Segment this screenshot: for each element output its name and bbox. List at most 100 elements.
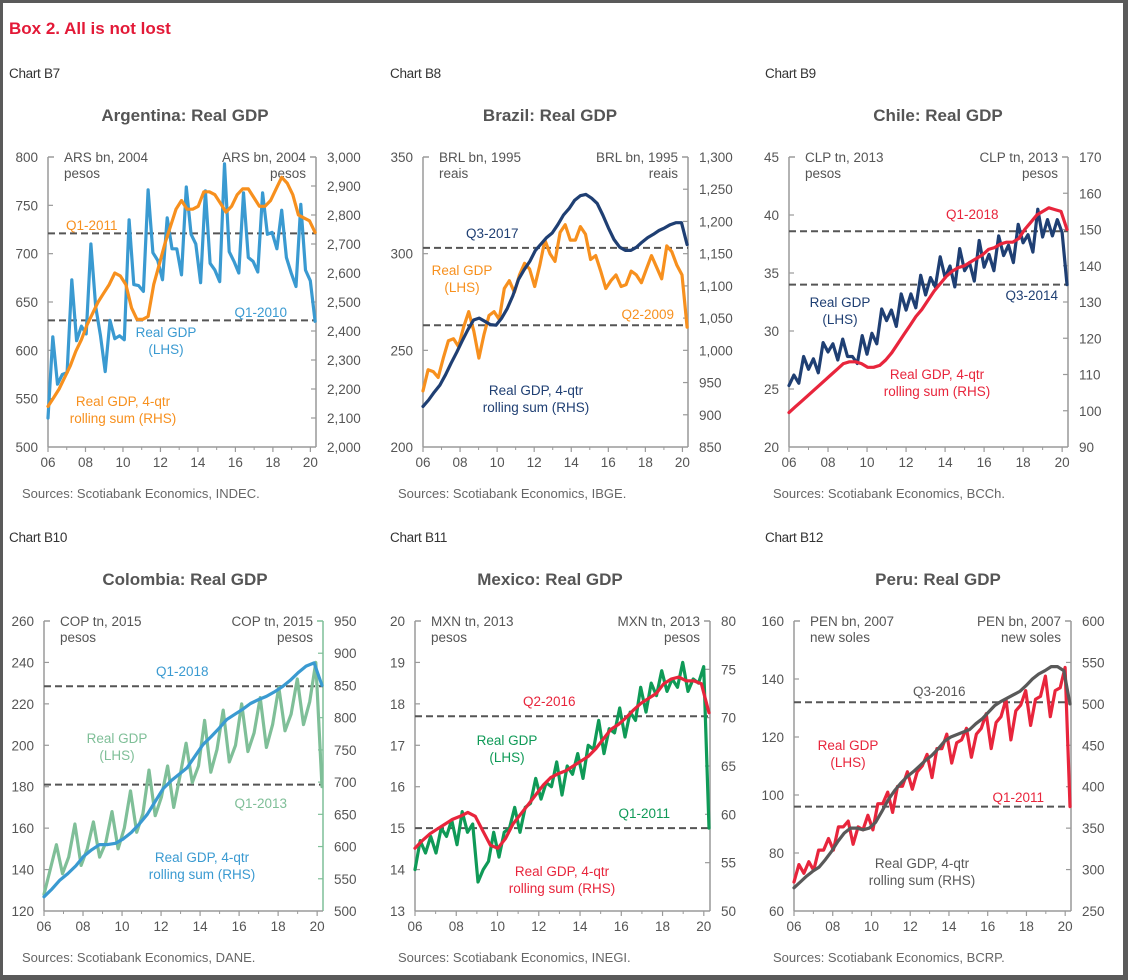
right-tick-label: 80 <box>721 614 736 629</box>
chart-chart-b7: Argentina: Real GDP 500 550 600 650 700 750 800… <box>15 106 360 501</box>
chart-title: Mexico: Real GDP <box>477 570 623 589</box>
x-tick-label: 16 <box>980 919 995 934</box>
left-tick-label: 25 <box>764 382 779 397</box>
chart-chart-b12: Peru: Real GDP 60 80 100 120 140 160 250 300 350 4… <box>761 570 1104 965</box>
left-unit-label: pesos <box>64 166 100 181</box>
left-tick-label: 20 <box>390 614 405 629</box>
right-tick-label: 650 <box>334 807 357 822</box>
series-annotation: Real GDP <box>477 733 538 748</box>
series-annotation: rolling sum (RHS) <box>149 867 256 882</box>
source-note: Sources: Scotiabank Economics, BCCh. <box>773 486 1005 501</box>
x-tick-label: 10 <box>860 455 875 470</box>
x-tick-label: 12 <box>153 455 168 470</box>
right-tick-label: 2,400 <box>327 324 361 339</box>
right-tick-label: 120 <box>1079 331 1102 346</box>
reference-label: Q3-2014 <box>1005 288 1058 303</box>
left-tick-label: 14 <box>390 863 406 878</box>
x-tick-label: 18 <box>638 455 653 470</box>
series-annotation: (LHS) <box>822 312 857 327</box>
x-tick-label: 06 <box>781 455 796 470</box>
right-unit-label: pesos <box>664 630 700 645</box>
right-tick-label: 400 <box>1082 780 1105 795</box>
reference-label: Q3-2016 <box>913 684 966 699</box>
series-annotation: (LHS) <box>489 750 524 765</box>
right-tick-label: 800 <box>334 711 357 726</box>
left-tick-label: 60 <box>769 904 784 919</box>
x-tick-label: 20 <box>696 919 711 934</box>
reference-label: Q1-2010 <box>234 305 287 320</box>
x-tick-label: 20 <box>1058 919 1073 934</box>
chart-chart-b9: Chile: Real GDP 20 25 30 35 40 45 90 100 110 120 13… <box>764 106 1102 501</box>
left-tick-label: 160 <box>11 821 34 836</box>
x-tick-label: 18 <box>1019 919 1034 934</box>
right-tick-label: 150 <box>1079 223 1102 238</box>
left-tick-label: 700 <box>15 247 38 262</box>
chart-b9-label: Chart B9 <box>765 66 816 81</box>
right-tick-label: 550 <box>334 872 357 887</box>
source-note: Sources: Scotiabank Economics, INDEC. <box>22 486 260 501</box>
series-annotation: rolling sum (RHS) <box>70 411 177 426</box>
left-tick-label: 160 <box>761 614 784 629</box>
x-tick-label: 16 <box>614 919 629 934</box>
right-tick-label: 850 <box>699 440 722 455</box>
series-annotation: Real GDP <box>818 738 879 753</box>
x-tick-label: 06 <box>415 455 430 470</box>
x-tick-label: 08 <box>821 455 836 470</box>
x-tick-label: 16 <box>228 455 243 470</box>
right-unit-label: pesos <box>270 166 306 181</box>
chart-b8-label: Chart B8 <box>390 66 441 81</box>
left-tick-label: 140 <box>11 863 34 878</box>
left-tick-label: 30 <box>764 324 779 339</box>
right-tick-label: 170 <box>1079 150 1102 165</box>
reference-label: Q2-2016 <box>523 694 576 709</box>
chart-title: Chile: Real GDP <box>873 106 1002 125</box>
series-line-rolling-sum <box>787 206 1069 415</box>
series-annotation: Real GDP, 4-qtr <box>76 394 171 409</box>
left-tick-label: 100 <box>761 788 784 803</box>
left-unit-label: pesos <box>431 630 467 645</box>
right-tick-label: 3,000 <box>327 150 361 165</box>
series-line-real-gdp <box>792 665 1072 884</box>
series-annotation: Real GDP, 4-qtr <box>489 383 584 398</box>
x-tick-label: 16 <box>977 455 992 470</box>
right-tick-label: 900 <box>699 408 722 423</box>
left-tick-label: 600 <box>15 343 38 358</box>
right-tick-label: 1,100 <box>699 279 733 294</box>
series-line-rolling-sum <box>421 192 689 408</box>
left-tick-label: 750 <box>15 198 38 213</box>
right-tick-label: 1,200 <box>699 214 733 229</box>
x-tick-label: 08 <box>449 919 464 934</box>
left-tick-label: 15 <box>390 821 405 836</box>
right-tick-label: 2,200 <box>327 382 361 397</box>
chart-b11-label: Chart B11 <box>390 530 448 545</box>
series-line-real-gdp <box>421 223 689 393</box>
reference-label: Q1-2013 <box>234 796 287 811</box>
left-tick-label: 550 <box>15 392 38 407</box>
right-tick-label: 2,000 <box>327 440 361 455</box>
left-unit-label: pesos <box>805 166 841 181</box>
x-tick-label: 16 <box>232 919 247 934</box>
series-annotation: rolling sum (RHS) <box>509 881 616 896</box>
right-tick-label: 160 <box>1079 186 1102 201</box>
chart-b12-label: Chart B12 <box>765 530 824 545</box>
x-tick-label: 14 <box>190 455 206 470</box>
right-tick-label: 900 <box>334 646 357 661</box>
x-tick-label: 18 <box>271 919 286 934</box>
series-annotation: rolling sum (RHS) <box>483 400 590 415</box>
x-tick-label: 10 <box>115 455 130 470</box>
right-tick-label: 350 <box>1082 821 1105 836</box>
chart-chart-b10: Colombia: Real GDP 120 140 160 180 200 220 240 2… <box>11 570 356 965</box>
right-tick-label: 65 <box>721 759 736 774</box>
x-tick-label: 20 <box>1055 455 1070 470</box>
left-tick-label: 19 <box>390 655 405 670</box>
x-tick-label: 12 <box>527 455 542 470</box>
x-tick-label: 20 <box>303 455 318 470</box>
reference-label: Q1-2018 <box>946 207 999 222</box>
x-tick-label: 16 <box>601 455 616 470</box>
right-tick-label: 140 <box>1079 259 1102 274</box>
x-tick-label: 14 <box>941 919 957 934</box>
right-tick-label: 60 <box>721 807 736 822</box>
right-tick-label: 130 <box>1079 295 1102 310</box>
right-unit-label: new soles <box>1001 630 1061 645</box>
